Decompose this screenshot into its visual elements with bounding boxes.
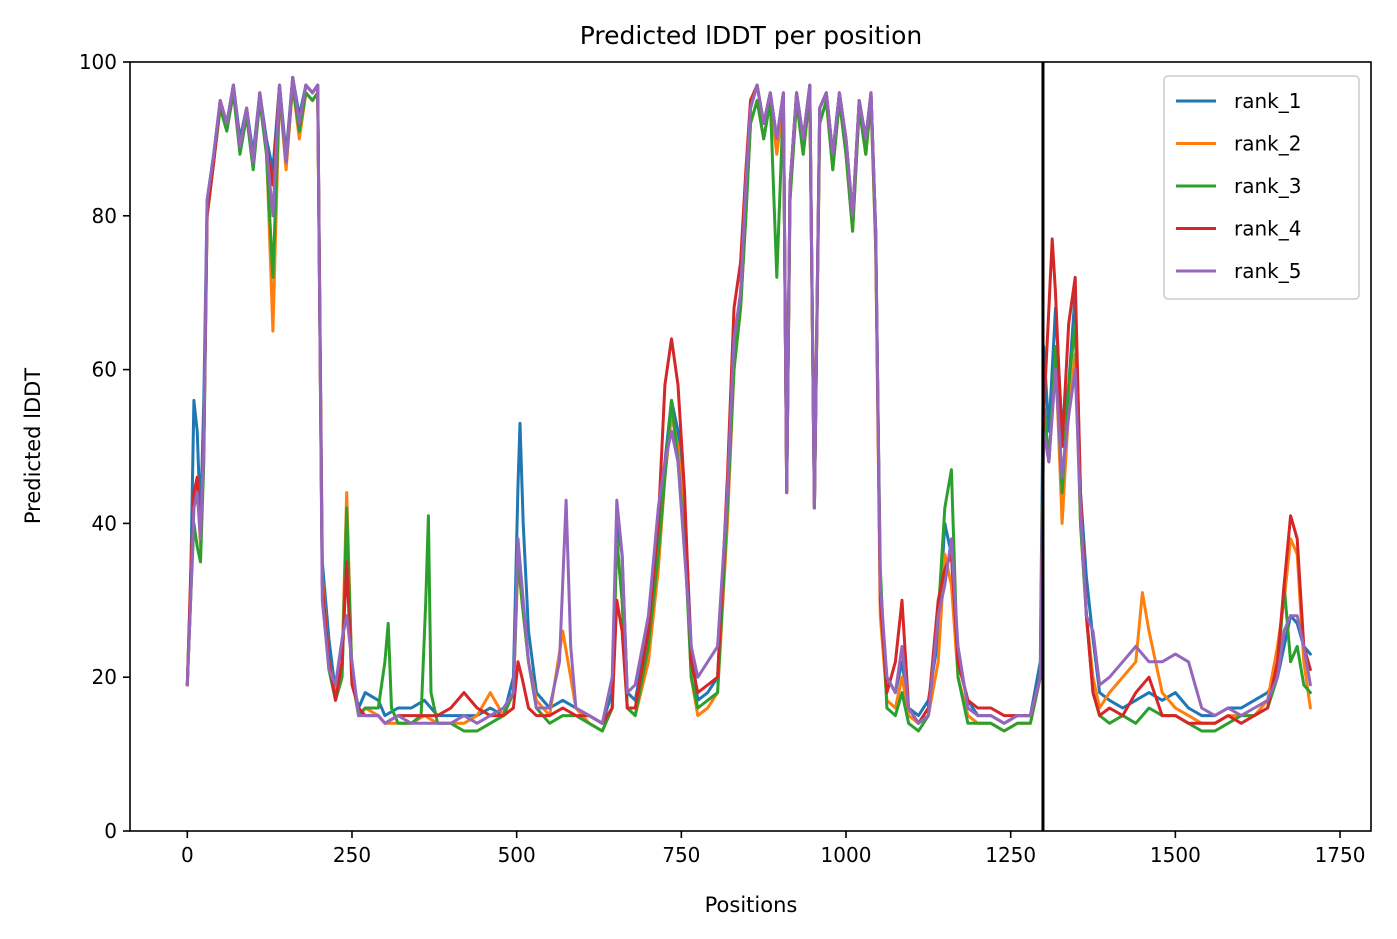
x-tick-label: 250: [333, 843, 371, 867]
legend-label-rank-3: rank_3: [1234, 174, 1301, 198]
legend-label-rank-2: rank_2: [1234, 132, 1301, 156]
y-tick-label: 100: [79, 50, 117, 74]
x-tick-label: 500: [498, 843, 536, 867]
y-tick-label: 0: [104, 819, 117, 843]
x-tick-label: 1750: [1315, 843, 1366, 867]
y-tick-label: 20: [92, 665, 117, 689]
legend-box: [1163, 75, 1360, 300]
plot-area-frame: [129, 61, 1372, 832]
series-line-rank-5: [185, 75, 1312, 725]
chart-title: Predicted lDDT per position: [580, 21, 922, 50]
y-tick-label: 80: [92, 204, 117, 228]
x-axis: 0 250 500 750 1000 1250 1500 1750: [181, 831, 1366, 867]
legend: rank_1 rank_2 rank_3 rank_4 rank_5: [1163, 75, 1360, 300]
x-tick-label: 1250: [985, 843, 1036, 867]
x-axis-title: Positions: [705, 893, 798, 917]
x-tick-label: 1500: [1150, 843, 1201, 867]
x-tick-label: 0: [181, 843, 194, 867]
legend-label-rank-4: rank_4: [1234, 217, 1301, 241]
y-tick-label: 60: [92, 358, 117, 382]
y-tick-label: 40: [92, 511, 117, 535]
y-axis-title: Predicted lDDT: [21, 368, 45, 524]
x-tick-label: 750: [662, 843, 700, 867]
legend-label-rank-1: rank_1: [1234, 89, 1301, 113]
x-tick-label: 1000: [821, 843, 872, 867]
series-layer: [185, 75, 1312, 733]
y-axis: 0 20 40 60 80 100: [79, 50, 130, 843]
legend-label-rank-5: rank_5: [1234, 259, 1301, 283]
